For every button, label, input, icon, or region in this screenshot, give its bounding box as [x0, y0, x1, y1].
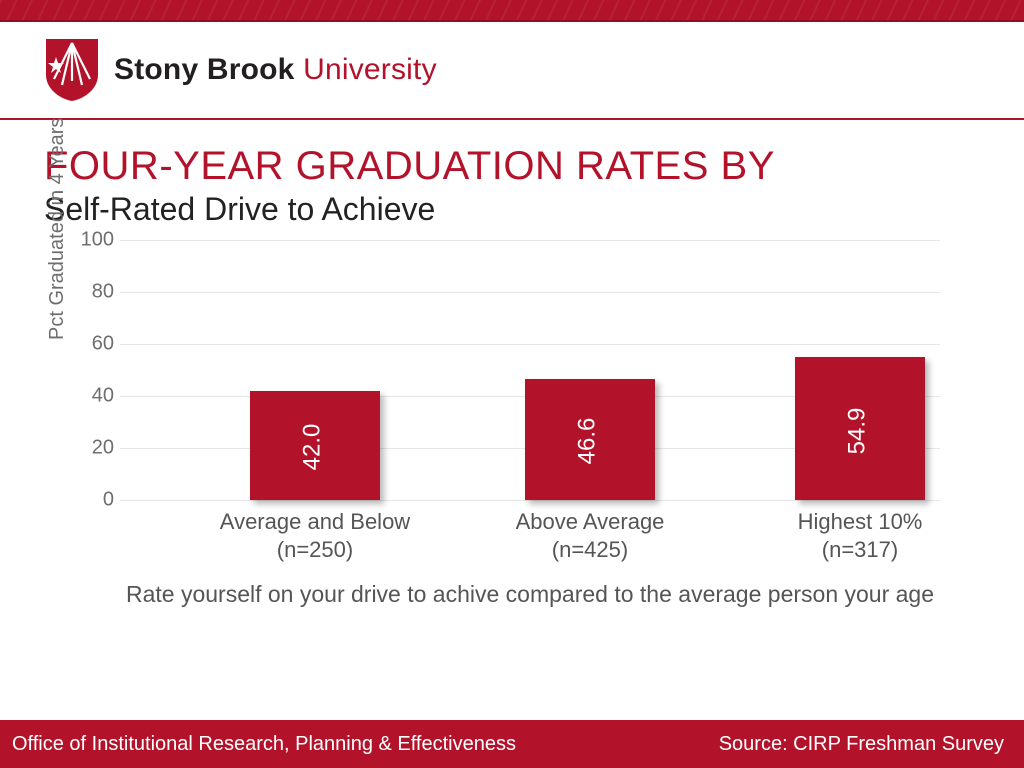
gridline: [120, 500, 940, 501]
bar-value-label: 46.6: [573, 418, 601, 465]
logo-text-light: University: [295, 53, 437, 86]
y-tick: 20: [70, 437, 114, 460]
slide-title-line2: Self-Rated Drive to Achieve: [44, 191, 980, 228]
y-tick: 80: [70, 281, 114, 304]
slide-title-line1: FOUR-YEAR GRADUATION RATES BY: [44, 144, 980, 189]
x-axis-label: Rate yourself on your drive to achive co…: [120, 580, 940, 610]
slide-content: FOUR-YEAR GRADUATION RATES BY Self-Rated…: [0, 120, 1024, 706]
logo-band: Stony Brook University: [0, 22, 1024, 120]
y-tick: 0: [70, 489, 114, 512]
logo-wordmark: Stony Brook University: [114, 53, 437, 87]
y-axis-label: Pct Graduated in 4 Years: [46, 118, 69, 340]
y-tick: 60: [70, 333, 114, 356]
top-ribbon: [0, 0, 1024, 22]
plot-area: 42.0 46.6 54.9: [120, 240, 940, 500]
gridline: [120, 292, 940, 293]
bar-chart: Pct Graduated in 4 Years 42.046.654.9 Ra…: [74, 240, 964, 660]
bar-value-label: 54.9: [843, 407, 871, 454]
x-category-label: Above Average(n=425): [516, 508, 665, 563]
footer-right: Source: CIRP Freshman Survey: [719, 733, 1004, 756]
shield-icon: [44, 37, 100, 103]
x-category-label: Highest 10%(n=317): [798, 508, 923, 563]
footer-gap: [0, 706, 1024, 720]
footer-left: Office of Institutional Research, Planni…: [12, 733, 516, 756]
gridline: [120, 240, 940, 241]
footer-bar: Office of Institutional Research, Planni…: [0, 720, 1024, 768]
x-category-label: Average and Below(n=250): [220, 508, 410, 563]
bar: 42.0: [250, 391, 380, 500]
logo-text-bold: Stony Brook: [114, 53, 295, 86]
y-tick: 40: [70, 385, 114, 408]
bar-value-label: 42.0: [298, 424, 326, 471]
y-tick: 100: [70, 229, 114, 252]
gridline: [120, 344, 940, 345]
bar: 46.6: [525, 379, 655, 500]
bar: 54.9: [795, 357, 925, 500]
